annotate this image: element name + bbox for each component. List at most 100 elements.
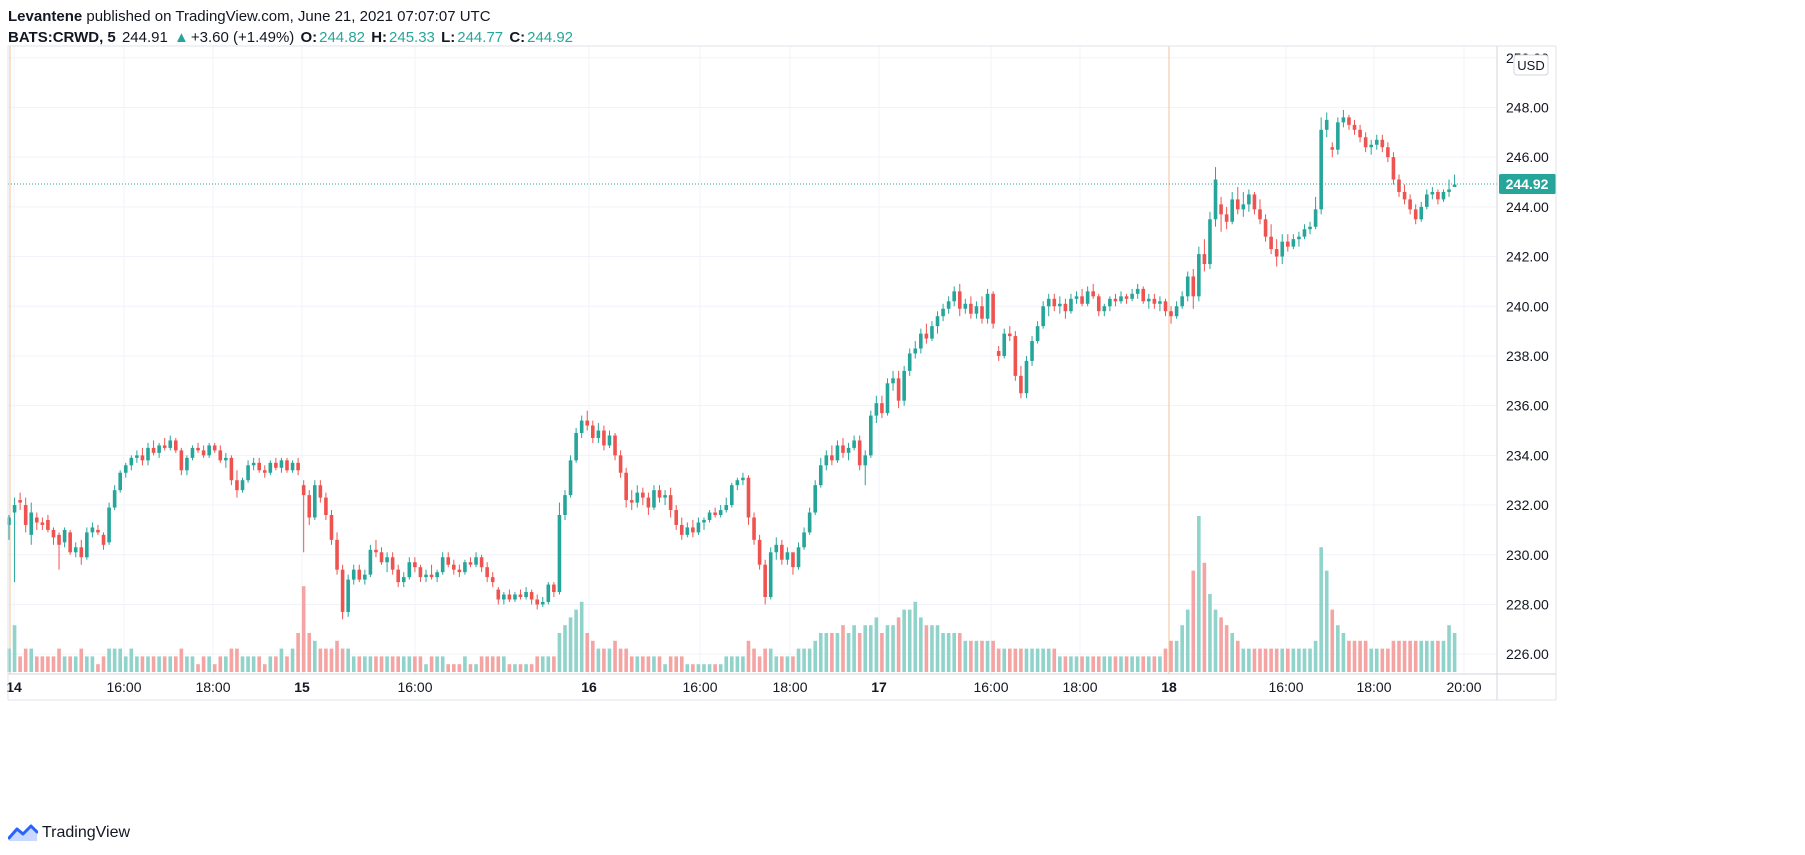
volume-bar: [746, 640, 751, 672]
volume-bar: [51, 656, 56, 672]
candle-body: [874, 403, 879, 416]
tradingview-logo-icon: [8, 824, 38, 841]
candle-body: [702, 519, 706, 523]
candle-body: [290, 462, 295, 471]
candle-body: [730, 485, 734, 506]
volume-bar: [229, 648, 234, 672]
candle-body: [896, 378, 901, 401]
candle-body: [1324, 119, 1329, 130]
volume-bar: [235, 648, 239, 672]
volume-bar: [985, 640, 990, 672]
volume-bar: [296, 633, 300, 672]
volume-bar: [524, 664, 528, 672]
symbol-label: BATS:CRWD, 5: [8, 29, 116, 46]
candle-body: [907, 353, 912, 371]
candle-body: [718, 510, 723, 516]
volume-bar: [540, 656, 545, 672]
candle-body: [1030, 341, 1034, 361]
candle-body: [1052, 298, 1057, 307]
volume-bar: [146, 656, 150, 672]
candle-body: [385, 557, 389, 563]
candle-body: [602, 430, 606, 446]
candle-body: [318, 485, 323, 498]
candle-body: [869, 415, 873, 456]
candle-body: [157, 445, 161, 453]
volume-bar: [468, 664, 473, 672]
volume-bar: [1436, 640, 1440, 672]
volume-bar: [1191, 570, 1196, 672]
candle-body: [279, 460, 284, 468]
volume-bar: [774, 656, 779, 672]
candle-body: [490, 577, 495, 583]
volume-bar: [274, 656, 278, 672]
volume-bar: [1380, 648, 1385, 672]
candle-body: [313, 485, 317, 518]
currency-label: USD: [1517, 58, 1544, 73]
candle-body: [90, 527, 95, 533]
candle-body: [996, 350, 1001, 356]
candle-body: [368, 549, 373, 575]
candle-body: [663, 495, 667, 498]
candle-body: [1002, 333, 1007, 356]
candle-body: [1085, 291, 1090, 304]
candle-body: [1224, 214, 1229, 222]
candle-body: [563, 495, 567, 516]
volume-bar: [891, 625, 895, 672]
x-tick-label: 16:00: [973, 679, 1008, 695]
volume-bar: [1452, 633, 1457, 672]
candle-body: [151, 447, 156, 453]
volume-bar: [802, 648, 806, 672]
price-axis[interactable]: 250.00248.00246.00244.00242.00240.00238.…: [1499, 50, 1556, 662]
candle-body: [807, 512, 812, 533]
candle-body: [624, 472, 628, 501]
volume-bar: [1124, 656, 1129, 672]
candle-body: [1441, 191, 1446, 200]
candle-body: [374, 549, 378, 553]
volume-bar: [869, 625, 873, 672]
volume-bar: [479, 656, 484, 672]
candle-body: [674, 510, 678, 525]
volume-bar: [1208, 594, 1212, 672]
candle-body: [1019, 375, 1023, 394]
candle-body: [1263, 219, 1268, 237]
candle-body: [818, 465, 823, 486]
y-tick-label: 228.00: [1506, 596, 1549, 612]
tradingview-footer[interactable]: TradingView: [8, 822, 130, 844]
last-price-badge: [1499, 174, 1556, 194]
volume-bar: [368, 656, 373, 672]
currency-badge[interactable]: [1513, 54, 1549, 76]
volume-bar: [585, 633, 590, 672]
candle-body: [863, 455, 868, 466]
x-tick-label: 16:00: [397, 679, 432, 695]
volume-bar: [1135, 656, 1140, 672]
volume-bar: [485, 656, 489, 672]
candle-body: [1386, 147, 1390, 158]
time-axis[interactable]: 14 16:00 18:00 15 16:00 16 16:00 18:00 17 16:00 18…: [6, 679, 1482, 695]
candle-body: [796, 547, 801, 568]
volume-bar: [796, 648, 801, 672]
low-value: 244.77: [457, 29, 504, 46]
candle-body: [257, 462, 261, 471]
candle-body: [123, 465, 128, 473]
candle-body: [813, 485, 817, 513]
volume-bar: [1063, 656, 1068, 672]
volume-bar: [502, 656, 506, 672]
candle-body: [101, 534, 106, 545]
candle-body: [791, 552, 795, 568]
candle-body: [1369, 144, 1373, 148]
volume-bar: [1180, 625, 1184, 672]
volume-bar: [246, 656, 250, 672]
volume-bar: [1374, 648, 1379, 672]
candle-body: [1430, 191, 1435, 195]
candle-body: [885, 383, 890, 414]
volume-bar: [768, 648, 773, 672]
volume-bar: [913, 601, 918, 672]
candle-body: [401, 577, 406, 583]
candle-body: [679, 524, 684, 535]
volume-bar: [1291, 648, 1296, 672]
candle-body: [418, 567, 423, 578]
y-tick-label: 232.00: [1506, 497, 1549, 513]
open-value: 244.82: [319, 29, 366, 46]
author-name[interactable]: Levantene: [8, 8, 83, 25]
